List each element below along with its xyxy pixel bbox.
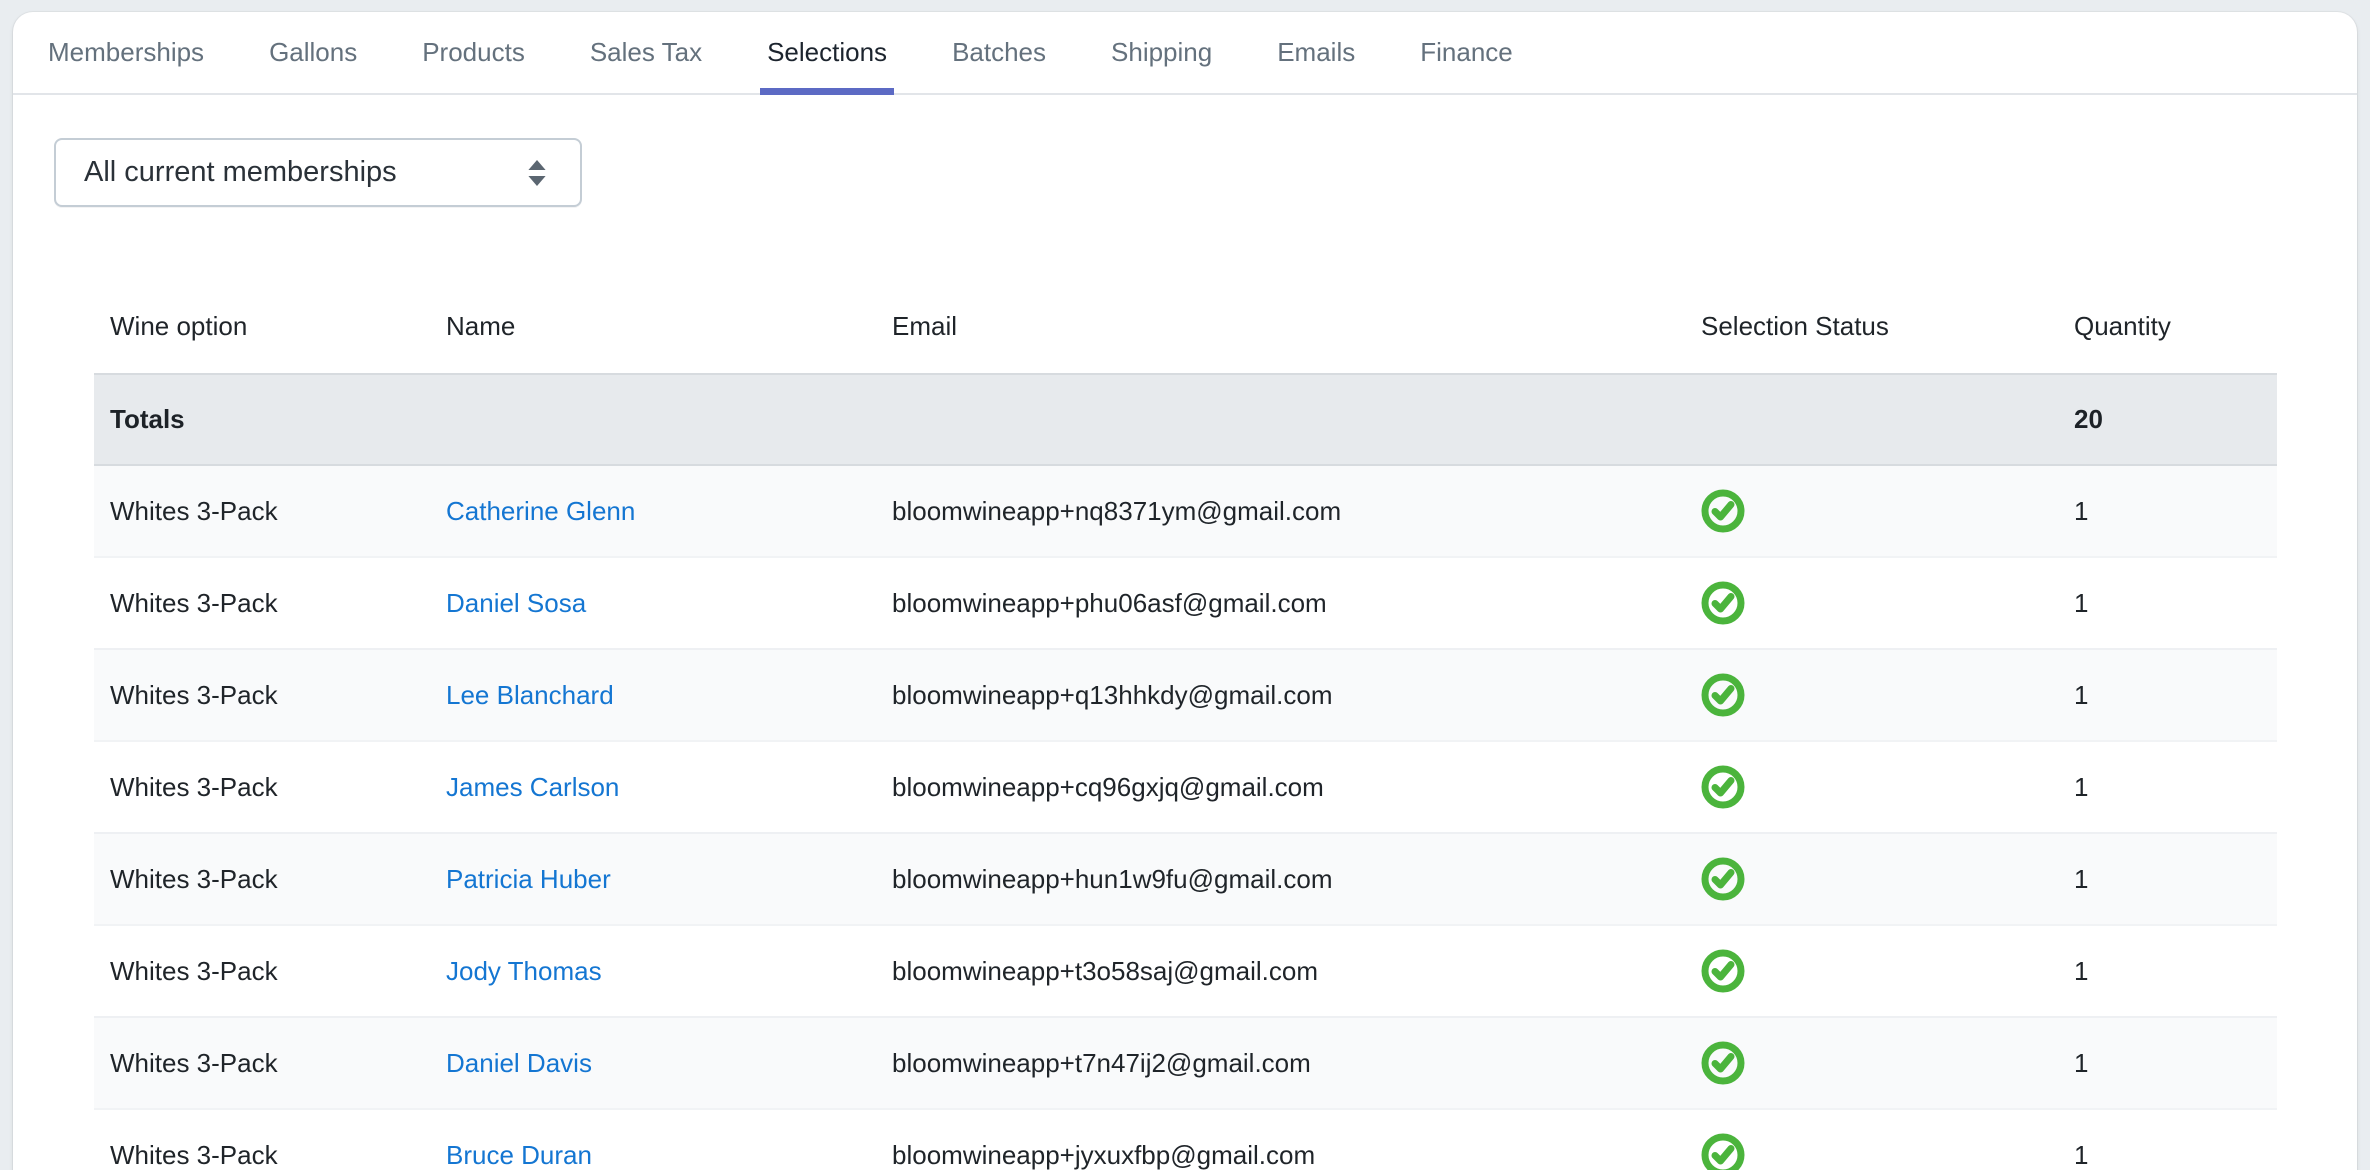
quantity-cell: 1 <box>2074 679 2089 710</box>
wine-option-cell: Whites 3-Pack <box>110 1047 278 1078</box>
table-row: Whites 3-Pack Daniel Davis bloomwineapp+… <box>94 1018 2277 1110</box>
email-cell: bloomwineapp+cq96gxjq@gmail.com <box>892 771 1324 802</box>
status-cell <box>1685 581 2058 625</box>
column-header-selection-status: Selection Status <box>1701 311 1889 341</box>
check-circle-icon <box>1701 1133 1745 1170</box>
quantity-cell: 1 <box>2074 1139 2089 1170</box>
status-cell <box>1685 1133 2058 1170</box>
table-row: Whites 3-Pack James Carlson bloomwineapp… <box>94 742 2277 834</box>
membership-filter-select[interactable]: All current memberships <box>54 138 582 207</box>
tab-finance[interactable]: Finance <box>1420 12 1513 93</box>
member-name-link[interactable]: Patricia Huber <box>446 863 611 894</box>
totals-row: Totals 20 <box>94 373 2277 466</box>
member-name-link[interactable]: James Carlson <box>446 771 620 802</box>
check-circle-icon <box>1701 489 1745 533</box>
status-cell <box>1685 489 2058 533</box>
table-row: Whites 3-Pack Jody Thomas bloomwineapp+t… <box>94 926 2277 1018</box>
membership-filter-value: All current memberships <box>84 156 397 188</box>
check-circle-icon <box>1701 857 1745 901</box>
quantity-cell: 1 <box>2074 771 2089 802</box>
tab-emails[interactable]: Emails <box>1277 12 1355 93</box>
quantity-cell: 1 <box>2074 955 2089 986</box>
totals-quantity: 20 <box>2074 404 2103 434</box>
wine-option-cell: Whites 3-Pack <box>110 771 278 802</box>
tab-shipping[interactable]: Shipping <box>1111 12 1212 93</box>
email-cell: bloomwineapp+t7n47ij2@gmail.com <box>892 1047 1311 1078</box>
table-row: Whites 3-Pack Patricia Huber bloomwineap… <box>94 834 2277 926</box>
check-circle-icon <box>1701 673 1745 717</box>
tab-selections[interactable]: Selections <box>760 12 895 95</box>
email-cell: bloomwineapp+nq8371ym@gmail.com <box>892 495 1342 526</box>
quantity-cell: 1 <box>2074 1047 2089 1078</box>
email-cell: bloomwineapp+hun1w9fu@gmail.com <box>892 863 1333 894</box>
member-name-link[interactable]: Daniel Sosa <box>446 587 587 618</box>
tab-products[interactable]: Products <box>422 12 525 93</box>
tab-batches[interactable]: Batches <box>952 12 1046 93</box>
wine-option-cell: Whites 3-Pack <box>110 587 278 618</box>
tab-memberships[interactable]: Memberships <box>48 12 204 93</box>
column-header-name: Name <box>446 311 516 341</box>
selections-table: Wine option Name Email Selection Status … <box>94 280 2277 1170</box>
wine-option-cell: Whites 3-Pack <box>110 955 278 986</box>
tab-navigation: Memberships Gallons Products Sales Tax Selec… <box>13 12 2357 95</box>
table-body: Whites 3-Pack Catherine Glenn bloomwinea… <box>94 466 2277 1170</box>
select-caret-icon <box>524 158 550 188</box>
column-header-email: Email <box>892 311 958 341</box>
member-name-link[interactable]: Lee Blanchard <box>446 679 614 710</box>
quantity-cell: 1 <box>2074 863 2089 894</box>
member-name-link[interactable]: Bruce Duran <box>446 1139 592 1170</box>
member-name-link[interactable]: Daniel Davis <box>446 1047 592 1078</box>
wine-option-cell: Whites 3-Pack <box>110 863 278 894</box>
check-circle-icon <box>1701 949 1745 993</box>
table-row: Whites 3-Pack Lee Blanchard bloomwineapp… <box>94 650 2277 742</box>
status-cell <box>1685 673 2058 717</box>
member-name-link[interactable]: Jody Thomas <box>446 955 602 986</box>
table-row: Whites 3-Pack Bruce Duran bloomwineapp+j… <box>94 1110 2277 1170</box>
member-name-link[interactable]: Catherine Glenn <box>446 495 636 526</box>
status-cell <box>1685 1041 2058 1085</box>
wine-option-cell: Whites 3-Pack <box>110 1139 278 1170</box>
column-header-quantity: Quantity <box>2074 311 2171 341</box>
status-cell <box>1685 857 2058 901</box>
check-circle-icon <box>1701 581 1745 625</box>
table-header-row: Wine option Name Email Selection Status … <box>94 280 2277 373</box>
tab-sales-tax[interactable]: Sales Tax <box>590 12 702 93</box>
wine-option-cell: Whites 3-Pack <box>110 495 278 526</box>
page-card: Memberships Gallons Products Sales Tax Selec… <box>13 12 2357 1170</box>
tab-gallons[interactable]: Gallons <box>269 12 357 93</box>
check-circle-icon <box>1701 765 1745 809</box>
email-cell: bloomwineapp+q13hhkdy@gmail.com <box>892 679 1333 710</box>
column-header-wine-option: Wine option <box>110 311 248 341</box>
wine-option-cell: Whites 3-Pack <box>110 679 278 710</box>
quantity-cell: 1 <box>2074 495 2089 526</box>
email-cell: bloomwineapp+jyxuxfbp@gmail.com <box>892 1139 1316 1170</box>
status-cell <box>1685 765 2058 809</box>
totals-label: Totals <box>110 404 185 434</box>
table-row: Whites 3-Pack Catherine Glenn bloomwinea… <box>94 466 2277 558</box>
check-circle-icon <box>1701 1041 1745 1085</box>
email-cell: bloomwineapp+phu06asf@gmail.com <box>892 587 1327 618</box>
table-row: Whites 3-Pack Daniel Sosa bloomwineapp+p… <box>94 558 2277 650</box>
email-cell: bloomwineapp+t3o58saj@gmail.com <box>892 955 1319 986</box>
status-cell <box>1685 949 2058 993</box>
quantity-cell: 1 <box>2074 587 2089 618</box>
